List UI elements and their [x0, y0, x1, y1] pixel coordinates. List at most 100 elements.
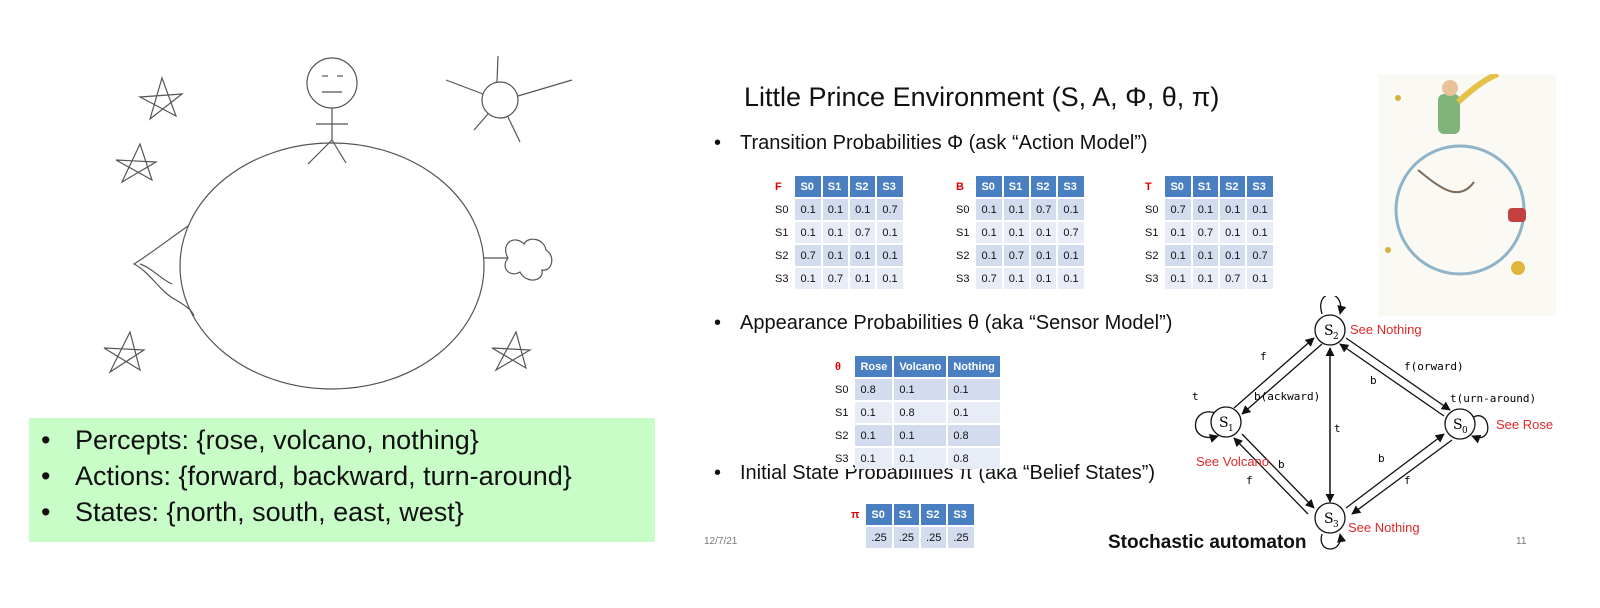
- table-cell: 0.1: [894, 425, 947, 446]
- little-prince-illustration: [1378, 74, 1556, 316]
- table-row-label: S2: [830, 425, 854, 446]
- label-t-s2-s3: t: [1334, 422, 1341, 435]
- self-loop-s1: [1194, 411, 1219, 443]
- table-cell: 0.7: [1031, 199, 1057, 220]
- planet-sketch: [103, 55, 573, 390]
- table-column-header: S0: [976, 176, 1002, 197]
- table-header-row: B S0 S1 S2 S3: [951, 176, 1084, 197]
- self-loop-s3: [1320, 533, 1347, 550]
- table-cell: 0.7: [1220, 268, 1246, 289]
- table-cell: 0.1: [1247, 268, 1273, 289]
- note-s1: See Volcano: [1196, 454, 1269, 469]
- table-cell: 0.7: [822, 268, 849, 289]
- table-cell: 0.1: [894, 379, 947, 400]
- table-corner-label: π: [846, 504, 865, 525]
- table-cell: 0.1: [877, 222, 903, 243]
- label-f-s1-s2: f: [1260, 350, 1267, 363]
- table-cell: 0.1: [948, 402, 1000, 423]
- table-corner-label: B: [951, 176, 975, 197]
- table-cell: 0.7: [1058, 222, 1084, 243]
- table-cell: 0.1: [850, 245, 876, 266]
- table-row: S1 0.1 0.8 0.1: [830, 402, 1000, 423]
- table-row: S0 0.1 0.1 0.7 0.1: [951, 199, 1084, 220]
- state-node-s1: S 1: [1210, 406, 1242, 438]
- table-cell: 0.1: [822, 199, 849, 220]
- table-row-label: S2: [770, 245, 794, 266]
- state-node-s3: S 3: [1314, 502, 1346, 534]
- states-item: States: {north, south, east, west}: [41, 494, 655, 530]
- table-row-label: S1: [830, 402, 854, 423]
- label-b-s0-s2: b: [1370, 374, 1377, 387]
- edge-f-s0-s3: [1351, 439, 1453, 515]
- rose-icon: [484, 238, 553, 281]
- table-cell: 0.7: [1003, 245, 1030, 266]
- stick-figure: [306, 57, 358, 165]
- table-row-label: S3: [770, 268, 794, 289]
- svg-text:1: 1: [1228, 424, 1234, 434]
- table-row: S2 0.7 0.1 0.1 0.1: [770, 245, 903, 266]
- table-cell: 0.1: [1192, 245, 1219, 266]
- table-column-header: S3: [1058, 176, 1084, 197]
- table-cell: .25: [948, 527, 974, 548]
- table-cell: 0.1: [1031, 245, 1057, 266]
- table-corner-label: F: [770, 176, 794, 197]
- table-row-label: S1: [1140, 222, 1164, 243]
- table-cell: 0.7: [976, 268, 1002, 289]
- table-header-row: T S0 S1 S2 S3: [1140, 176, 1273, 197]
- table-cell: 0.7: [795, 245, 821, 266]
- edge-f-s2-s0: [1345, 337, 1451, 411]
- note-s2: See Nothing: [1350, 322, 1422, 337]
- table-cell: 0.1: [976, 245, 1002, 266]
- table-cell: 0.8: [948, 425, 1000, 446]
- edge-b-s2-s1: [1241, 343, 1323, 415]
- label-b-s3-s0: b: [1378, 452, 1385, 465]
- actions-item: Actions: {forward, backward, turn-around…: [41, 458, 655, 494]
- table-column-header: S1: [1192, 176, 1219, 197]
- self-loop-s2: [1320, 296, 1347, 315]
- table-row: S0 0.8 0.1 0.1: [830, 379, 1000, 400]
- svg-text:S: S: [1453, 417, 1463, 433]
- table-cell: 0.1: [894, 448, 947, 469]
- table-corner-label: T: [1140, 176, 1164, 197]
- table-cell: 0.1: [822, 222, 849, 243]
- table-cell: 0.1: [1220, 245, 1246, 266]
- note-s3: See Nothing: [1348, 520, 1420, 535]
- table-column-header: S3: [948, 504, 974, 525]
- table-cell: 0.1: [976, 222, 1002, 243]
- table-cell: 0.8: [948, 448, 1000, 469]
- table-row: S1 0.1 0.7 0.1 0.1: [1140, 222, 1273, 243]
- table-cell: 0.1: [822, 245, 849, 266]
- label-f-s3-s1: f: [1246, 474, 1253, 487]
- percepts-item: Percepts: {rose, volcano, nothing}: [41, 422, 655, 458]
- table-row-label: S3: [830, 448, 854, 469]
- table-cell: .25: [866, 527, 892, 548]
- svg-text:S: S: [1324, 323, 1334, 339]
- table-column-header: S0: [1165, 176, 1191, 197]
- sensor-table: θ Rose Volcano Nothing S0 0.8 0.1 0.1 S1 0.1 0.8 0.…: [828, 354, 1002, 471]
- table-row-label: S2: [1140, 245, 1164, 266]
- table-cell: 0.1: [1247, 199, 1273, 220]
- table-cell: 0.1: [1165, 222, 1191, 243]
- svg-text:3: 3: [1333, 520, 1339, 530]
- table-column-header: S2: [1031, 176, 1057, 197]
- table-cell: 0.1: [976, 199, 1002, 220]
- table-row-label: [846, 527, 865, 548]
- table-cell: 0.7: [1165, 199, 1191, 220]
- table-row: S0 0.1 0.1 0.1 0.7: [770, 199, 903, 220]
- table-cell: 0.1: [795, 222, 821, 243]
- table-row: S3 0.1 0.7 0.1 0.1: [770, 268, 903, 289]
- label-b-s2-s1: b(ackward): [1254, 390, 1320, 403]
- table-cell: 0.1: [877, 245, 903, 266]
- svg-text:S: S: [1324, 511, 1334, 527]
- state-node-s0: S 0: [1444, 408, 1476, 440]
- label-t-s0: t(urn-around): [1450, 392, 1536, 405]
- table-column-header: S3: [1247, 176, 1273, 197]
- table-cell: 0.1: [850, 268, 876, 289]
- table-column-header: Volcano: [894, 356, 947, 377]
- table-row: S2 0.1 0.7 0.1 0.1: [951, 245, 1084, 266]
- table-cell: 0.1: [1192, 199, 1219, 220]
- table-cell: 0.1: [1003, 268, 1030, 289]
- star-icon: [137, 76, 184, 121]
- table-header-row: θ Rose Volcano Nothing: [830, 356, 1000, 377]
- svg-text:2: 2: [1333, 332, 1339, 342]
